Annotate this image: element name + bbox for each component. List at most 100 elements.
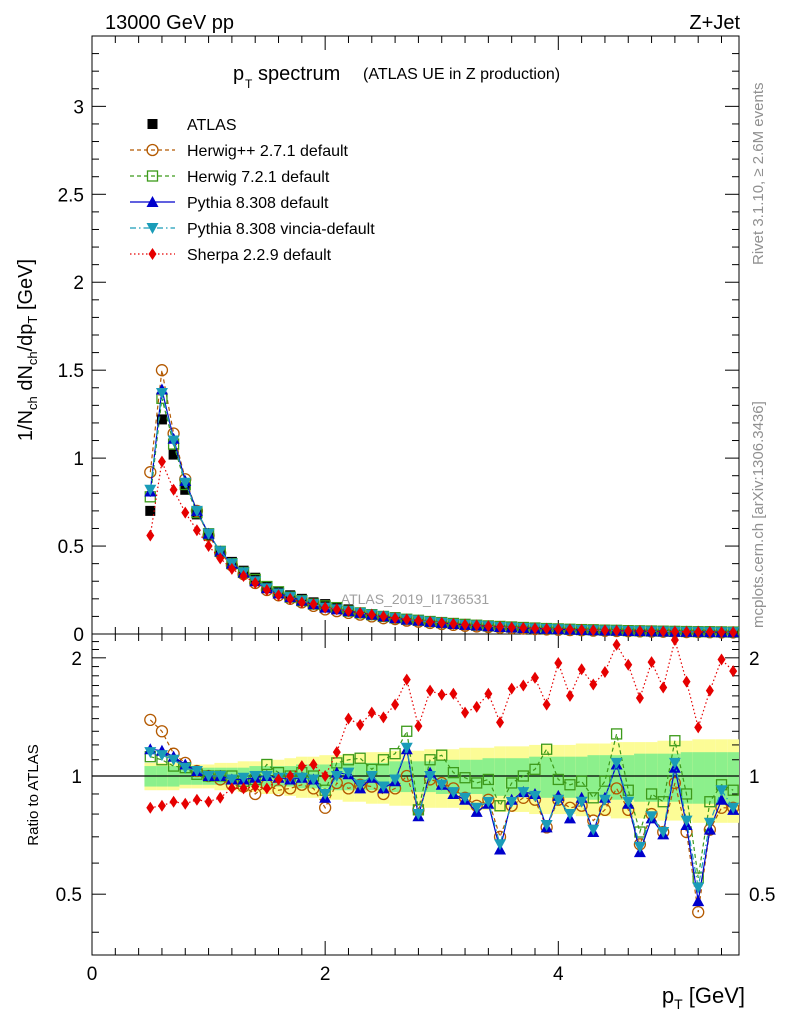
legend-entry: Herwig 7.2.1 default <box>130 169 330 186</box>
ratio-point <box>401 725 413 737</box>
title-spectrum: spectrum <box>258 63 340 85</box>
data-point <box>179 477 192 489</box>
xtick-label: 0 <box>87 964 98 985</box>
ratio-point <box>542 698 551 711</box>
ratio-point <box>295 772 308 784</box>
band-inner-bin <box>517 758 530 796</box>
ratio-point <box>155 725 169 738</box>
ratio-point <box>251 780 260 793</box>
legend-marker <box>147 119 158 129</box>
ratio-point <box>262 782 271 795</box>
ratio-point <box>342 782 355 795</box>
legend-entry: Pythia 8.308 default <box>130 195 329 212</box>
ratio-point <box>459 792 472 804</box>
ratio-ylabel: Ratio to ATLAS <box>25 744 42 845</box>
ratio-point <box>680 788 693 800</box>
ratio-point <box>377 754 390 766</box>
ratio-point <box>459 772 471 784</box>
ratio-point <box>668 757 681 769</box>
ratio-point <box>367 706 376 719</box>
legend-marker <box>146 143 159 157</box>
ratio-point <box>717 653 726 666</box>
ratio-point <box>668 776 682 790</box>
ratio-point <box>449 687 458 700</box>
main-ytick-label: 1 <box>73 449 84 470</box>
ratio-point <box>645 811 658 823</box>
ratio-point <box>470 802 483 814</box>
data-point <box>155 388 168 400</box>
data-point <box>181 506 190 519</box>
analysis-watermark: ATLAS_2019_I1736531 <box>341 591 490 607</box>
main-ylabel-text: 1/Nch dNch/dpT [GeV] <box>15 259 40 441</box>
data-point <box>321 601 330 614</box>
ratio-point <box>610 782 623 795</box>
data-point <box>682 625 691 638</box>
main-ytick-label: 0.5 <box>58 537 84 558</box>
ratio-point <box>507 682 516 695</box>
data-point <box>227 562 236 575</box>
ratio-point <box>517 787 530 799</box>
ratio-point <box>715 793 728 805</box>
data-point <box>729 626 738 639</box>
data-point <box>612 624 621 637</box>
ratio-point <box>319 788 332 800</box>
legend-label: Herwig 7.2.1 default <box>187 169 330 186</box>
ratio-point <box>692 906 705 919</box>
ratio-point <box>344 712 353 725</box>
ratio-point <box>589 678 598 691</box>
ratio-point <box>389 774 402 786</box>
ratio-point <box>682 675 691 688</box>
ratio-point <box>461 706 470 719</box>
data-point <box>216 552 225 565</box>
data-point <box>204 540 213 553</box>
data-point <box>145 505 156 516</box>
ratio-point <box>496 716 505 729</box>
ratio-point <box>727 802 740 814</box>
ratio-point <box>552 794 565 806</box>
ratio-series-sherpa-2-2-9-default <box>146 634 738 814</box>
ratio-point <box>146 801 155 814</box>
xtick-label: 4 <box>553 964 564 985</box>
ratio-point <box>670 634 679 647</box>
ratio-point <box>342 754 355 766</box>
band-inner-bin <box>680 752 693 804</box>
ratio-point <box>179 762 192 774</box>
legend-label: Herwig++ 2.7.1 default <box>187 143 349 160</box>
ratio-point <box>214 771 227 783</box>
ratio-point <box>447 766 460 779</box>
data-point <box>461 618 470 631</box>
data-point <box>146 529 155 542</box>
ratio-point <box>669 735 681 747</box>
ratio-point <box>529 763 541 775</box>
ratio-point <box>447 787 460 799</box>
band-inner-bin <box>494 758 506 796</box>
data-point <box>647 625 656 638</box>
ratio-point <box>216 791 225 804</box>
ratio-point <box>554 657 563 670</box>
ratio-point <box>307 774 320 786</box>
data-point <box>344 605 353 618</box>
band-inner-bin <box>610 755 623 800</box>
ratio-point <box>575 796 588 808</box>
legend-label: Sherpa 2.2.9 default <box>187 247 332 264</box>
ratio-point <box>225 774 238 786</box>
band-inner-bin <box>704 752 716 804</box>
ratio-point <box>192 793 201 806</box>
data-point <box>167 435 180 447</box>
ratio-point <box>599 775 611 787</box>
ratio-point <box>633 841 646 853</box>
band-inner-bin <box>692 752 705 804</box>
ratio-point <box>494 800 506 812</box>
data-point <box>156 414 167 425</box>
band-inner-bin <box>634 753 646 802</box>
data-point <box>542 622 551 635</box>
data-point <box>367 608 376 621</box>
main-ytick-label: 0 <box>73 625 84 646</box>
band-inner-bin <box>412 761 425 793</box>
legend-marker <box>146 170 159 182</box>
ratio-point <box>645 788 658 800</box>
ratio-point <box>600 666 609 679</box>
ratio-point <box>202 771 215 783</box>
main-axes: 0 0.5 1 1.5 2 2.5 3 <box>58 35 739 646</box>
data-point <box>589 624 598 637</box>
